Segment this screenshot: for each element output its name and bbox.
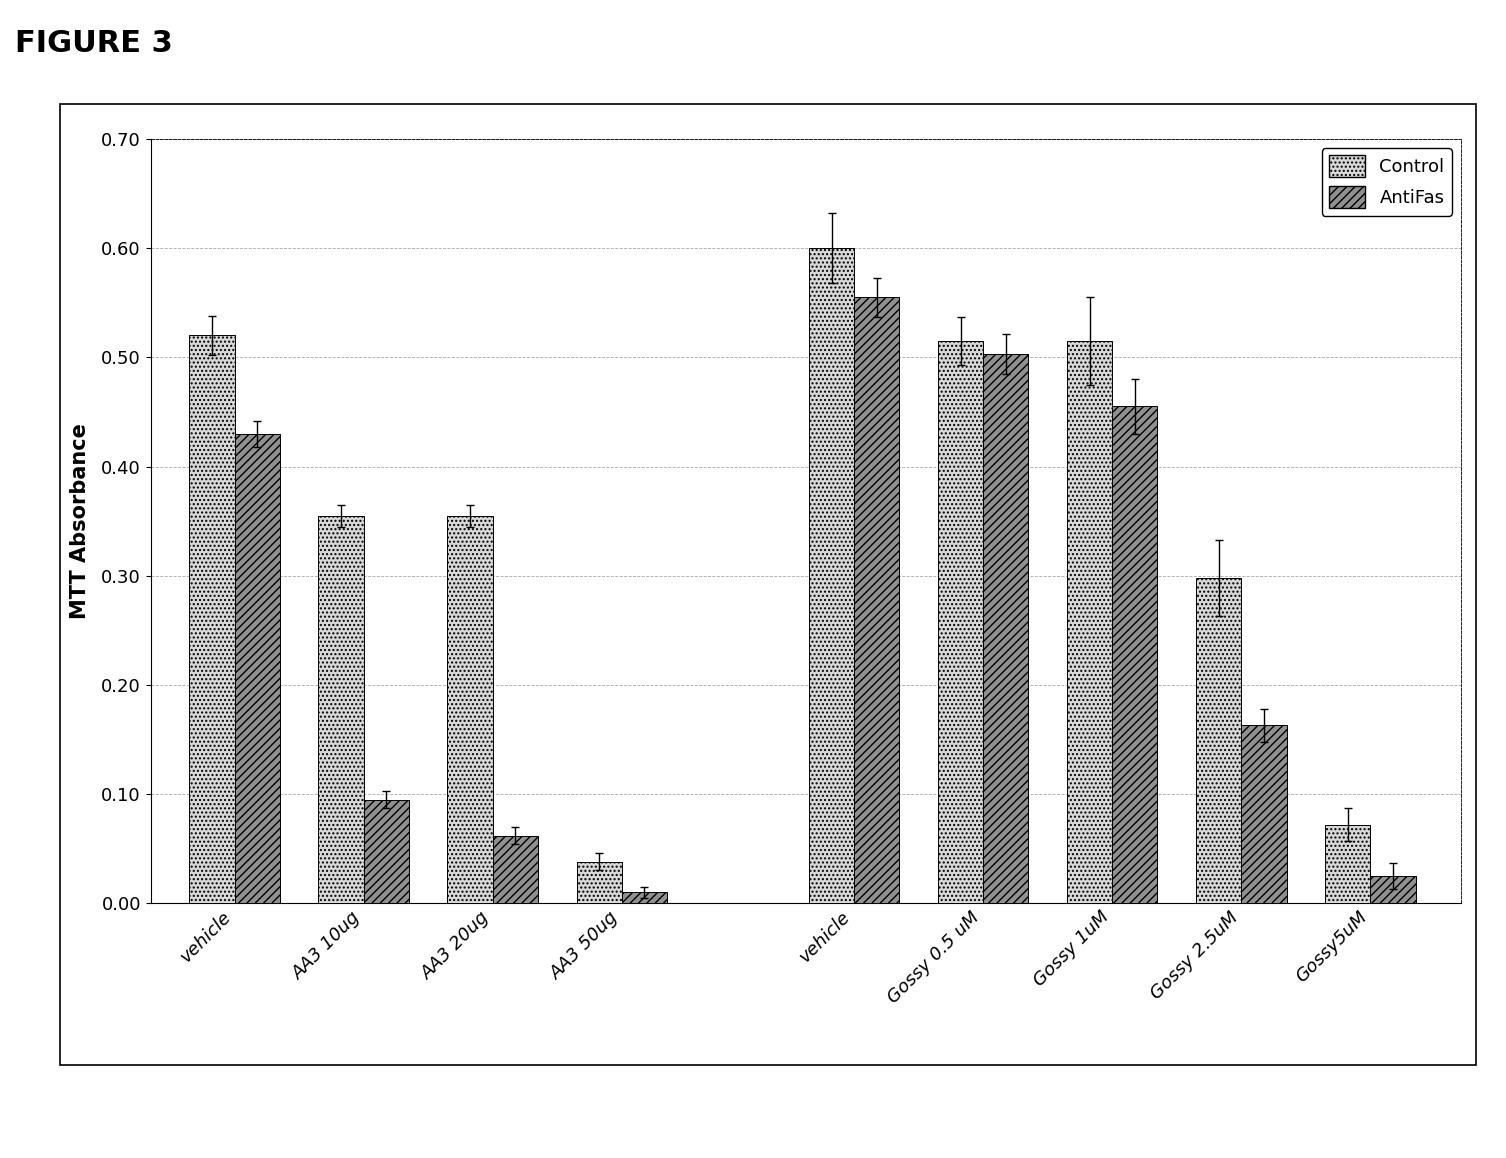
Bar (1325, 824, 1370, 903)
Bar (492, 836, 538, 903)
Bar (1196, 578, 1241, 903)
Bar (235, 434, 280, 903)
Bar (190, 336, 235, 903)
Bar (318, 515, 363, 903)
Bar (854, 298, 899, 903)
Bar (983, 354, 1029, 903)
Bar (1068, 340, 1113, 903)
Bar (938, 340, 983, 903)
Bar (577, 862, 622, 903)
Bar (1370, 875, 1416, 903)
Legend: Control, AntiFas: Control, AntiFas (1322, 148, 1452, 215)
Bar (809, 248, 854, 903)
Bar (622, 893, 667, 903)
Bar (447, 515, 492, 903)
Bar (363, 799, 408, 903)
Bar (1241, 725, 1286, 903)
Y-axis label: MTT Absorbance: MTT Absorbance (69, 423, 90, 620)
Bar (1113, 406, 1158, 903)
Text: FIGURE 3: FIGURE 3 (15, 29, 173, 58)
